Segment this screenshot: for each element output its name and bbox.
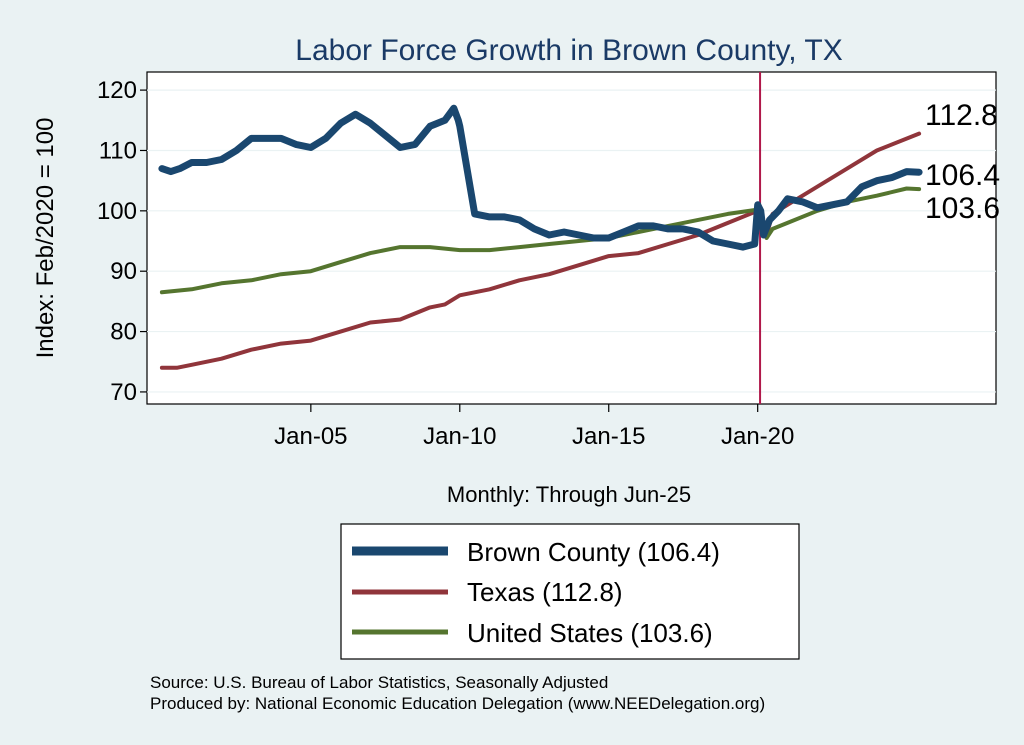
- legend-label-brown-county: Brown County (106.4): [467, 537, 720, 567]
- y-tick-label-100: 100: [97, 198, 137, 225]
- y-tick-label-90: 90: [110, 258, 137, 285]
- x-axis: Jan-05 Jan-10 Jan-15 Jan-20: [274, 404, 794, 450]
- legend-label-texas: Texas (112.8): [467, 577, 623, 607]
- x-tick-label-Jan-15: Jan-15: [572, 423, 645, 450]
- y-tick-label-110: 110: [99, 137, 137, 164]
- legend-label-united-states: United States (103.6): [467, 618, 713, 648]
- x-tick-label-Jan-10: Jan-10: [423, 423, 496, 450]
- chart-title: Labor Force Growth in Brown County, TX: [295, 34, 842, 67]
- gridlines: [147, 89, 996, 393]
- x-tick-label-Jan-20: Jan-20: [721, 423, 794, 450]
- y-axis-title: Index: Feb/2020 = 100: [32, 118, 59, 359]
- x-tick-label-Jan-05: Jan-05: [274, 423, 347, 450]
- producer-note: Produced by: National Economic Education…: [150, 694, 765, 713]
- x-axis-subtitle: Monthly: Through Jun-25: [447, 482, 691, 507]
- series-line-brown-county: [158, 104, 923, 251]
- end-label-brown-county: 106.4: [925, 159, 1000, 192]
- y-axis: 70 80 90 100 110 120: [97, 77, 147, 406]
- y-tick-label-120: 120: [97, 77, 137, 104]
- y-tick-label-80: 80: [110, 319, 137, 346]
- end-label-texas: 112.8: [925, 99, 998, 132]
- y-tick-label-70: 70: [110, 379, 137, 406]
- plot-area: [146, 71, 997, 405]
- end-label-united-states: 103.6: [925, 192, 1000, 225]
- series-lines: [158, 104, 923, 370]
- source-note: Source: U.S. Bureau of Labor Statistics,…: [150, 673, 608, 692]
